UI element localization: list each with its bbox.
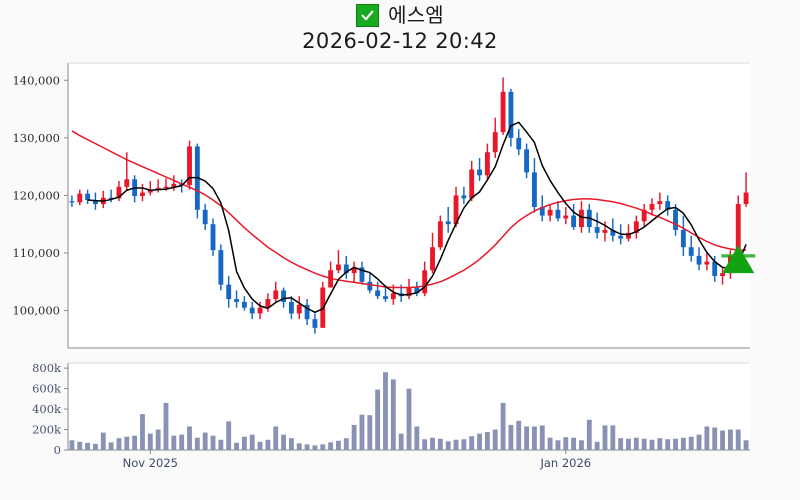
ma-long-line: [71, 130, 747, 289]
buy-signal-triangle[interactable]: [721, 245, 756, 274]
chart-header: 에스엠 2026-02-12 20:42: [0, 0, 800, 58]
volume-bar-series: [69, 372, 749, 450]
price-plot[interactable]: 100,000 110,000 120,000 130,000 140,000: [0, 55, 800, 355]
ma-short-line: [87, 121, 747, 314]
price-panel: 100,000 110,000 120,000 130,000 140,000: [0, 55, 800, 355]
title-row: 에스엠: [0, 1, 800, 29]
chart-timestamp: 2026-02-12 20:42: [302, 29, 498, 53]
check-square-icon: [356, 3, 380, 27]
price-y-tick-label: 140,000: [12, 73, 60, 87]
x-tick-label: Nov 2025: [123, 456, 178, 470]
volume-y-tick-label: 600k: [32, 382, 62, 396]
volume-y-tick-label: 800k: [32, 361, 62, 375]
x-tick-label: Jan 2026: [539, 456, 591, 470]
price-y-tick-label: 120,000: [12, 188, 60, 202]
candlestick-series: [69, 77, 749, 334]
price-y-tick-label: 100,000: [12, 304, 60, 318]
price-y-tick-label: 130,000: [12, 131, 60, 145]
volume-panel: 0 200k 400k 600k 800k Nov 2025 Jan 2026: [0, 355, 800, 470]
volume-plot[interactable]: 0 200k 400k 600k 800k Nov 2025 Jan 2026: [0, 355, 800, 470]
volume-y-tick-label: 200k: [32, 423, 62, 437]
price-y-tick-label: 110,000: [12, 246, 60, 260]
volume-y-tick-label: 400k: [32, 402, 62, 416]
page-title: 에스엠: [388, 3, 444, 27]
volume-y-tick-label: 0: [54, 443, 61, 457]
